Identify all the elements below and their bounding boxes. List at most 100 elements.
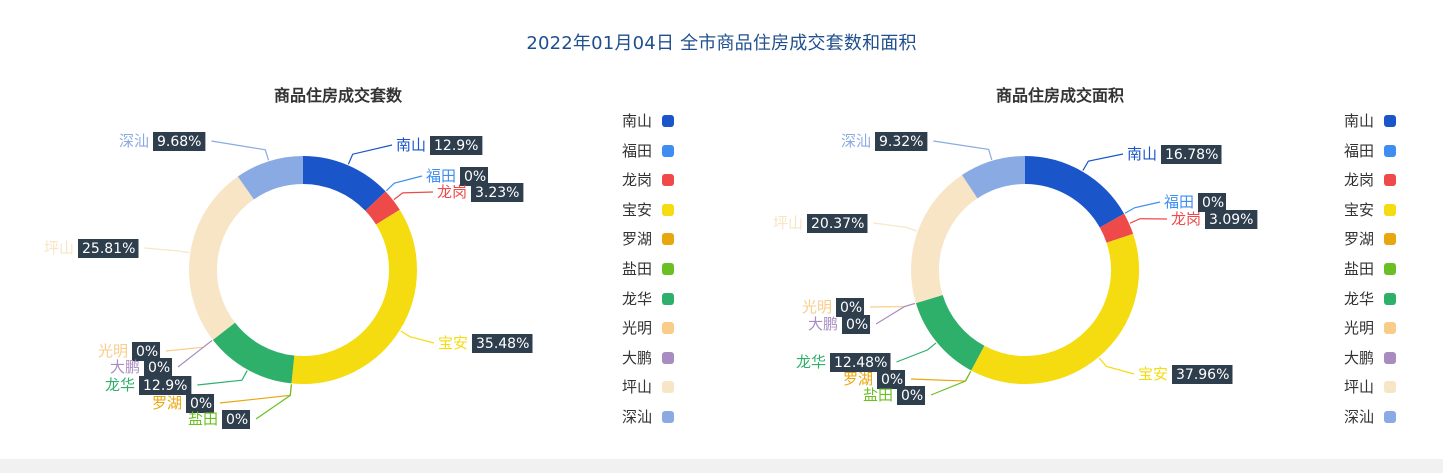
legend-item-光明[interactable]: 光明: [622, 318, 692, 338]
legend-label: 福田: [622, 141, 653, 160]
legend-swatch: [1384, 203, 1396, 216]
legend-item-龙华[interactable]: 龙华: [1344, 289, 1414, 309]
legend-item-龙岗[interactable]: 龙岗: [1344, 170, 1414, 190]
legend-swatch: [662, 351, 674, 364]
value-badge-福田: [1198, 193, 1227, 212]
slice-龙华[interactable]: [212, 322, 295, 384]
slice-南山[interactable]: [1024, 156, 1125, 228]
legend-item-福田[interactable]: 福田: [622, 141, 692, 161]
legend-item-光明[interactable]: 光明: [1344, 318, 1414, 338]
slice-label-南山: 南山: [1127, 145, 1157, 163]
slice-label-龙华: 龙华: [105, 376, 135, 394]
slice-龙华[interactable]: [915, 294, 985, 371]
legend-swatch: [662, 174, 674, 187]
label-line-深汕: [211, 140, 270, 161]
legend-item-坪山[interactable]: 坪山: [622, 377, 692, 397]
legend-item-福田[interactable]: 福田: [1344, 141, 1414, 161]
value-badge-深汕: [875, 132, 928, 151]
legend-label: 大鹏: [1344, 348, 1375, 367]
slice-龙岗[interactable]: [365, 191, 400, 225]
slice-label-南山: 南山: [396, 136, 426, 154]
legend-item-大鹏[interactable]: 大鹏: [1344, 348, 1414, 368]
label-line-坪山: [873, 222, 917, 232]
value-badge-龙华: [830, 353, 891, 372]
slice-label-罗湖: 罗湖: [152, 394, 182, 412]
label-line-南山: [347, 144, 393, 165]
value-label-坪山: 25.81%: [82, 241, 135, 257]
legend-swatch: [1384, 351, 1396, 364]
legend-item-南山[interactable]: 南山: [622, 111, 692, 131]
legend-label: 罗湖: [622, 230, 653, 249]
legend-item-罗湖[interactable]: 罗湖: [1344, 229, 1414, 249]
slice-宝安[interactable]: [291, 209, 417, 384]
legend-label: 福田: [1344, 141, 1375, 160]
value-label-龙岗: 3.09%: [1209, 212, 1253, 228]
value-badge-坪山: [78, 239, 139, 258]
slice-label-大鹏: 大鹏: [110, 358, 140, 376]
legend-swatch: [662, 322, 674, 335]
slice-label-龙华: 龙华: [796, 353, 826, 371]
value-label-深汕: 9.68%: [157, 134, 201, 150]
legend-swatch: [662, 292, 674, 305]
value-badge-南山: [430, 136, 483, 155]
value-label-龙华: 12.9%: [143, 378, 187, 394]
legend-swatch: [1384, 115, 1396, 127]
legend-item-深汕[interactable]: 深汕: [1344, 407, 1414, 427]
slice-label-宝安: 宝安: [1138, 365, 1168, 383]
legend-label: 大鹏: [622, 348, 653, 367]
value-badge-罗湖: [186, 394, 215, 413]
legend-swatch: [1384, 144, 1396, 157]
page-title: 2022年01月04日 全市商品住房成交套数和面积: [526, 33, 917, 54]
label-line-深汕: [933, 140, 993, 161]
label-line-坪山: [144, 247, 190, 254]
legend-item-大鹏[interactable]: 大鹏: [622, 348, 692, 368]
legend-item-南山[interactable]: 南山: [1344, 111, 1414, 131]
value-badge-福田: [460, 167, 489, 186]
label-line-福田: [385, 175, 423, 192]
slice-龙岗[interactable]: [1099, 213, 1134, 244]
legend-item-龙岗[interactable]: 龙岗: [622, 170, 692, 190]
slice-深汕[interactable]: [961, 156, 1026, 199]
value-badge-盐田: [222, 410, 251, 429]
slice-label-盐田: 盐田: [863, 386, 893, 404]
legend-item-深汕[interactable]: 深汕: [622, 407, 692, 427]
value-label-宝安: 37.96%: [1176, 367, 1229, 383]
label-line-龙华: [896, 342, 937, 363]
slice-label-深汕: 深汕: [119, 132, 149, 150]
slice-label-光明: 光明: [98, 342, 128, 360]
slice-坪山[interactable]: [911, 174, 978, 304]
legend-item-宝安[interactable]: 宝安: [622, 200, 692, 220]
legend-item-宝安[interactable]: 宝安: [1344, 200, 1414, 220]
legend-label: 罗湖: [1344, 230, 1375, 249]
value-label-光明: 0%: [840, 300, 862, 316]
label-line-龙岗: [393, 191, 434, 201]
legend-item-龙华[interactable]: 龙华: [622, 289, 692, 309]
legend-item-盐田[interactable]: 盐田: [1344, 259, 1414, 279]
legend-label: 龙华: [622, 289, 653, 308]
legend-label: 深汕: [1344, 408, 1375, 426]
value-badge-光明: [836, 298, 865, 317]
slice-南山[interactable]: [302, 156, 386, 212]
slice-坪山[interactable]: [189, 176, 255, 340]
value-label-福田: 0%: [1202, 195, 1224, 211]
legend-item-坪山[interactable]: 坪山: [1344, 377, 1414, 397]
value-label-坪山: 20.37%: [811, 216, 864, 232]
slice-宝安[interactable]: [971, 233, 1139, 384]
legend-item-盐田[interactable]: 盐田: [622, 259, 692, 279]
legend-label: 深汕: [622, 408, 653, 426]
slice-label-福田: 福田: [1164, 193, 1194, 211]
slice-label-大鹏: 大鹏: [808, 315, 838, 333]
value-badge-大鹏: [144, 358, 173, 377]
value-label-福田: 0%: [464, 169, 486, 185]
value-label-深汕: 9.32%: [879, 134, 923, 150]
label-line-盐田: [255, 384, 292, 420]
chart-title: 商品住房成交套数: [274, 86, 403, 105]
legend-swatch: [1384, 381, 1396, 394]
slice-label-宝安: 宝安: [438, 334, 468, 352]
legend-label: 坪山: [622, 378, 653, 397]
legend-item-罗湖[interactable]: 罗湖: [622, 229, 692, 249]
slice-深汕[interactable]: [237, 156, 304, 200]
legend-label: 盐田: [1344, 260, 1375, 278]
